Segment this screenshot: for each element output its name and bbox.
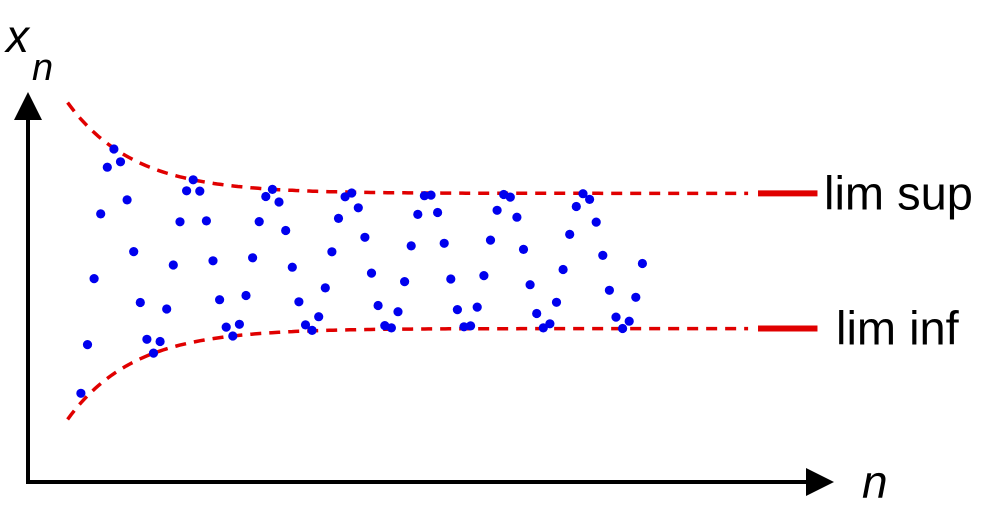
sequence-point bbox=[413, 209, 423, 219]
sequence-point bbox=[472, 302, 482, 312]
sequence-point bbox=[148, 348, 159, 358]
sequence-point bbox=[274, 197, 284, 207]
sequence-point bbox=[175, 217, 185, 227]
sequence-point bbox=[439, 238, 449, 248]
sequence-point bbox=[360, 232, 370, 242]
sequence-point bbox=[393, 307, 403, 317]
y-axis-label: x bbox=[4, 10, 31, 62]
sequence-point bbox=[327, 247, 337, 257]
sequence-point bbox=[631, 292, 641, 302]
sequence-point bbox=[182, 186, 192, 196]
sequence-point bbox=[426, 190, 436, 200]
sequence-point bbox=[386, 323, 396, 333]
sequence-point bbox=[505, 192, 515, 202]
sequence-point bbox=[109, 144, 119, 154]
sequence-point bbox=[129, 247, 139, 257]
sequence-point bbox=[294, 297, 304, 307]
sequence-points bbox=[76, 144, 648, 398]
sequence-point bbox=[208, 256, 218, 266]
sequence-point bbox=[538, 323, 548, 333]
sequence-point bbox=[320, 283, 330, 293]
sequence-point bbox=[96, 209, 106, 219]
sequence-point bbox=[591, 217, 601, 227]
sequence-point bbox=[518, 244, 529, 254]
sequence-point bbox=[406, 241, 416, 251]
x-axis-arrow-icon bbox=[806, 468, 834, 496]
sequence-point bbox=[168, 260, 178, 270]
sequence-point bbox=[254, 217, 264, 227]
sequence-point bbox=[512, 212, 522, 222]
sequence-point bbox=[492, 205, 502, 215]
sequence-point bbox=[598, 250, 608, 260]
sequence-point bbox=[307, 325, 317, 335]
lim-sup-label: lim sup bbox=[824, 166, 973, 219]
y-axis-label-subscript: n bbox=[32, 47, 53, 89]
sequence-point bbox=[400, 277, 410, 287]
sequence-point bbox=[578, 189, 588, 199]
sequence-point bbox=[545, 319, 555, 329]
sequence-point bbox=[571, 201, 581, 212]
sequence-point bbox=[267, 184, 277, 194]
sequence-point bbox=[452, 305, 462, 315]
sequence-point bbox=[234, 319, 244, 329]
sequence-point bbox=[155, 336, 165, 347]
x-axis-label: n bbox=[862, 456, 888, 508]
sequence-point bbox=[122, 195, 132, 205]
sequence-point bbox=[82, 340, 93, 350]
sequence-point bbox=[485, 235, 496, 245]
sequence-point bbox=[347, 188, 357, 198]
lim-inf-label: lim inf bbox=[836, 302, 960, 355]
sequence-point bbox=[419, 191, 429, 201]
sequence-point bbox=[201, 216, 211, 226]
sequence-point bbox=[585, 194, 595, 204]
upper-envelope-curve bbox=[66, 101, 749, 196]
sequence-point bbox=[195, 186, 205, 196]
lower-envelope-curve bbox=[66, 326, 749, 421]
sequence-point bbox=[618, 323, 628, 334]
sequence-point bbox=[558, 264, 568, 275]
sequence-point bbox=[624, 316, 634, 326]
sequence-point bbox=[314, 312, 324, 322]
sequence-point bbox=[525, 280, 535, 290]
sequence-point bbox=[261, 191, 271, 202]
sequence-point bbox=[637, 258, 648, 269]
sequence-point bbox=[333, 213, 344, 223]
sequence-point bbox=[446, 274, 456, 284]
sequence-point bbox=[604, 285, 615, 295]
sequence-point bbox=[228, 331, 238, 341]
sequence-point bbox=[248, 253, 258, 263]
sequence-point bbox=[221, 322, 231, 332]
sequence-point bbox=[135, 297, 145, 308]
sequence-point bbox=[433, 207, 443, 218]
sequence-point bbox=[466, 321, 476, 331]
sequence-point bbox=[142, 334, 152, 344]
sequence-point bbox=[479, 271, 489, 281]
sequence-point bbox=[102, 162, 112, 172]
sequence-point bbox=[551, 297, 562, 307]
sequence-point bbox=[188, 175, 198, 185]
sequence-point bbox=[241, 290, 251, 301]
sequence-point bbox=[281, 225, 291, 236]
sequence-point bbox=[76, 388, 86, 398]
sequence-point bbox=[565, 229, 575, 239]
y-axis-arrow-icon bbox=[14, 92, 42, 120]
sequence-point bbox=[373, 300, 383, 311]
sequence-point bbox=[89, 274, 99, 284]
sequence-point bbox=[353, 203, 363, 213]
sequence-point bbox=[366, 268, 377, 278]
sequence-point bbox=[162, 304, 172, 314]
sequence-point bbox=[532, 308, 542, 319]
sequence-point bbox=[215, 295, 225, 305]
sequence-point bbox=[287, 262, 297, 272]
sequence-point bbox=[115, 157, 126, 167]
sequence-point bbox=[300, 320, 311, 330]
sequence-point bbox=[611, 312, 621, 322]
